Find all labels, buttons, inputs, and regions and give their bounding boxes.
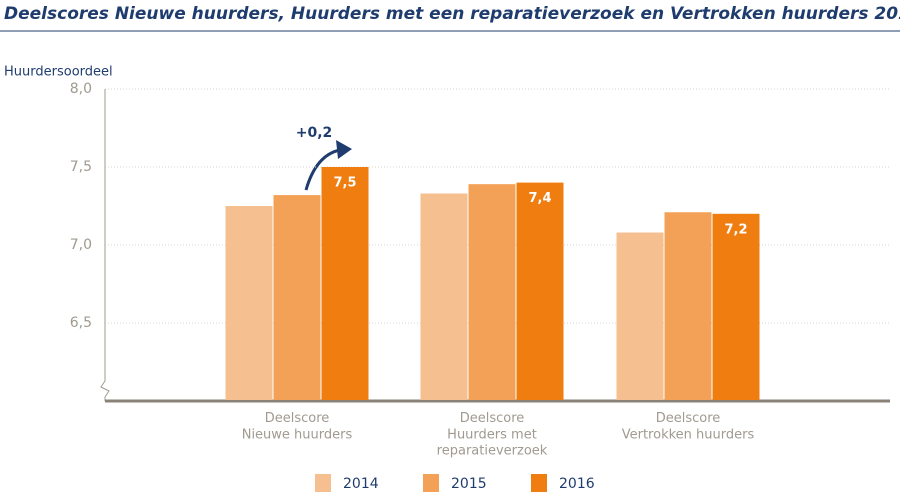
legend-swatch <box>423 474 439 492</box>
axis-break <box>100 380 110 401</box>
chart-title: Deelscores Nieuwe huurders, Huurders met… <box>4 4 900 24</box>
bar <box>468 184 516 400</box>
annotation: +0,2 <box>296 125 333 141</box>
value-label: 7,4 <box>528 191 551 206</box>
bar <box>225 206 273 400</box>
legend-label: 2014 <box>343 476 379 492</box>
x-tick-label: Deelscore Nieuwe huurders <box>242 411 353 442</box>
legend-label: 2015 <box>451 476 487 492</box>
bar <box>712 213 760 400</box>
value-label: 7,2 <box>724 222 747 237</box>
bar <box>420 193 468 400</box>
legend-swatch <box>531 474 547 492</box>
x-tick-label: Deelscore Huurders met reparatieverzoek <box>437 411 548 459</box>
annotation-arrowhead <box>336 140 352 159</box>
y-tick-label: 7,0 <box>70 237 92 253</box>
bar <box>273 195 321 400</box>
x-tick-label: Deelscore Vertrokken huurders <box>622 411 755 442</box>
bar <box>321 167 369 400</box>
bar <box>616 232 664 400</box>
legend-swatch <box>315 474 331 492</box>
bar <box>516 182 564 400</box>
legend-label: 2016 <box>559 476 595 492</box>
y-tick-label: 6,5 <box>70 315 92 331</box>
y-tick-label: 8,0 <box>70 81 92 97</box>
y-tick-label: 7,5 <box>70 159 92 175</box>
bar <box>664 212 712 400</box>
value-label: 7,5 <box>333 176 356 191</box>
annotation-arrow <box>304 148 341 191</box>
y-axis-label: Huurdersoordeel <box>4 65 113 80</box>
